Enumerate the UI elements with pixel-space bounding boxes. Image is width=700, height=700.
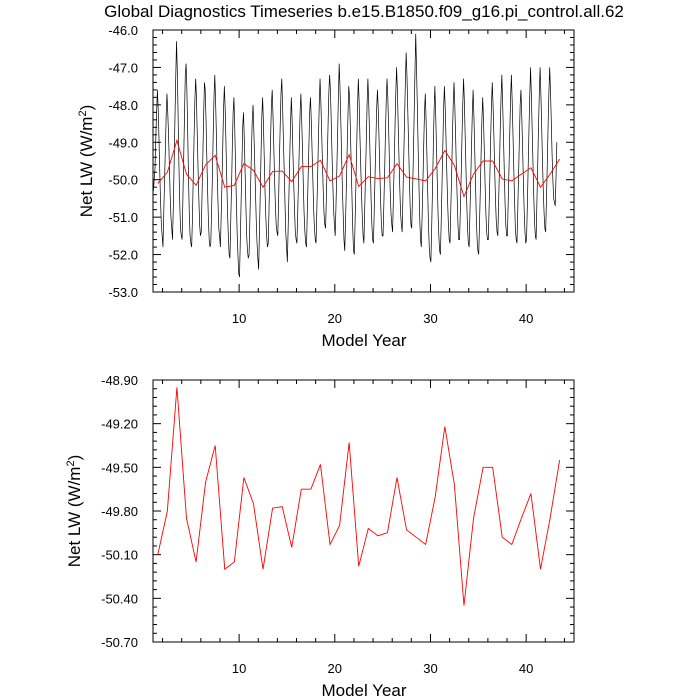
y-tick-label: -49.80 — [101, 504, 138, 519]
y-tick-label: -48.0 — [108, 98, 138, 113]
panel-bottom: 10 20 30 40 -50.70 -50.40 -50.10 -49.80 -49.50 -4… — [65, 373, 575, 700]
y-tick-label: -53.0 — [108, 285, 138, 300]
y-axis-label: Net LW (W/m2) — [65, 455, 84, 568]
panel-top: 10 20 30 40 -53.0 -52.0 -51.0 -50.0 -49.0 -48.0 -4… — [77, 23, 575, 350]
x-tick-label: 30 — [423, 311, 437, 326]
x-tick-label: 10 — [232, 311, 246, 326]
x-tick-label: 30 — [423, 661, 437, 676]
plot-frame — [152, 379, 575, 643]
y-tick-label: -50.10 — [101, 548, 138, 563]
y-tick-label: -50.0 — [108, 173, 138, 188]
x-tick-label: 20 — [328, 311, 342, 326]
x-axis-label: Model Year — [321, 331, 406, 350]
y-tick-label: -46.0 — [108, 23, 138, 38]
x-tick-label: 40 — [519, 661, 533, 676]
y-tick-label: -49.20 — [101, 417, 138, 432]
series-annual-line — [157, 387, 561, 606]
series-monthly-line — [153, 33, 558, 278]
y-tick-label: -49.50 — [101, 460, 138, 475]
chart-title: Global Diagnostics Timeseries b.e15.B185… — [104, 2, 624, 21]
series-annual-line — [157, 138, 561, 198]
y-axis-label: Net LW (W/m2) — [77, 105, 96, 218]
y-tick-label: -47.0 — [108, 60, 138, 75]
plot-frame — [152, 29, 575, 293]
y-tick-label: -52.0 — [108, 248, 138, 263]
y-tick-label: -50.40 — [101, 591, 138, 606]
y-tick-label: -51.0 — [108, 210, 138, 225]
x-tick-label: 20 — [328, 661, 342, 676]
y-tick-label: -50.70 — [101, 635, 138, 650]
x-axis-label: Model Year — [321, 681, 406, 700]
x-tick-label: 40 — [519, 311, 533, 326]
x-tick-label: 10 — [232, 661, 246, 676]
y-tick-label: -49.0 — [108, 135, 138, 150]
y-tick-label: -48.90 — [101, 373, 138, 388]
